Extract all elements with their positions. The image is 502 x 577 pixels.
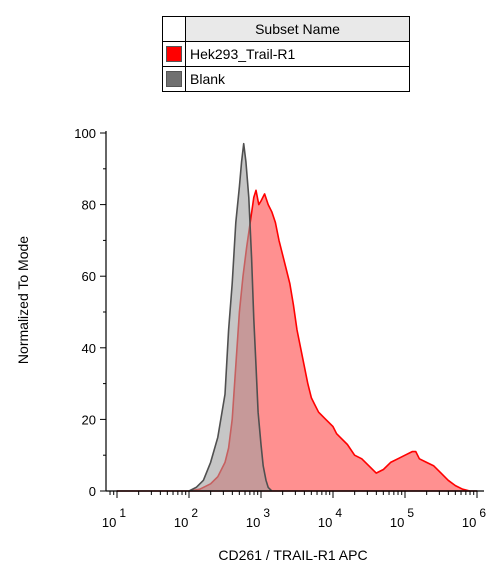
x-tick-label: 106 (462, 506, 486, 530)
series-area-red (116, 189, 478, 492)
y-tick-label: 0 (89, 484, 96, 499)
y-tick-label: 100 (74, 126, 96, 141)
legend-header: Subset Name (185, 16, 410, 42)
x-tick-label: 105 (390, 506, 414, 530)
legend-entry: Blank (162, 66, 410, 92)
legend-label: Blank (185, 66, 410, 92)
y-tick-label: 60 (82, 269, 96, 284)
legend-label: Hek293_Trail-R1 (185, 41, 410, 67)
plot-area: 0 20 40 60 80 100 101 102 103 104 105 106 (74, 126, 486, 530)
y-axis-title: Normalized To Mode (15, 236, 31, 364)
y-tick-label: 80 (82, 198, 96, 213)
y-tick-label: 40 (82, 341, 96, 356)
x-tick-label: 104 (318, 506, 342, 530)
legend: Subset Name Hek293_Trail-R1 Blank (162, 16, 410, 92)
x-axis-title: CD261 / TRAIL-R1 APC (218, 547, 367, 563)
series-area-gray (116, 142, 478, 492)
y-tick-label: 20 (82, 412, 96, 427)
x-tick-label: 101 (102, 506, 126, 530)
legend-swatch-red (166, 46, 182, 62)
x-tick-label: 102 (174, 506, 198, 530)
legend-swatch-gray (166, 71, 182, 87)
legend-entry: Hek293_Trail-R1 (162, 41, 410, 67)
x-tick-label: 103 (246, 506, 270, 530)
